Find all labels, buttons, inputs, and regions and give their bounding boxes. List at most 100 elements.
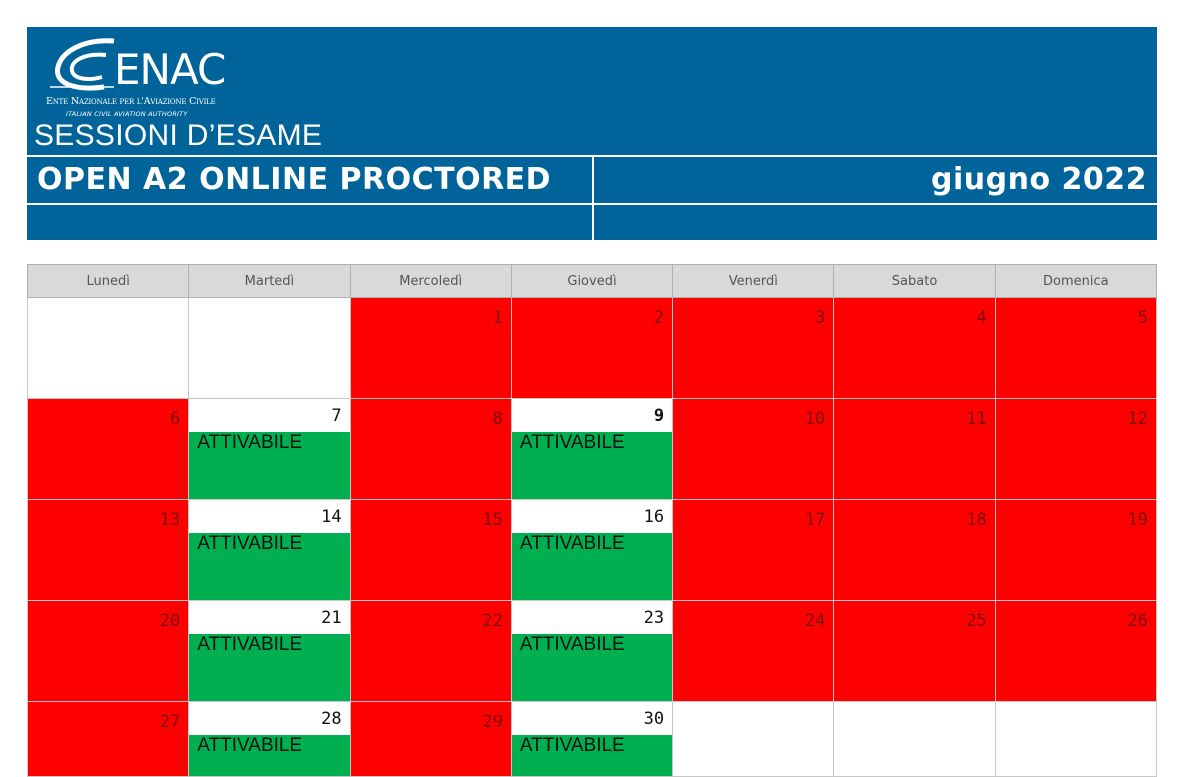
day-number: 17	[804, 510, 826, 530]
calendar-day-unavailable: 20	[26, 600, 190, 702]
calendar-day-unavailable: 13	[26, 499, 190, 601]
calendar-day-unavailable: 12	[994, 398, 1158, 500]
calendar-day-available[interactable]: 30 ATTIVABILE	[510, 701, 674, 777]
availability-label: ATTIVABILE	[519, 634, 625, 655]
day-number-band	[189, 399, 350, 432]
calendar-week-row: 6 7 ATTIVABILE 8 9 ATTIVABILE 10 11 12	[26, 398, 1158, 500]
header-title-row: OPEN A2 ONLINE PROCTORED giugno 2022	[27, 155, 1157, 205]
availability-label: ATTIVABILE	[519, 432, 625, 453]
day-number: 18	[966, 510, 987, 530]
day-number-band	[189, 500, 350, 533]
header-divider	[592, 157, 594, 203]
day-number: 7	[331, 406, 342, 426]
availability-band	[189, 735, 350, 776]
day-number: 22	[482, 611, 503, 631]
month-label: giugno 2022	[931, 162, 1147, 197]
day-number: 3	[815, 308, 826, 328]
calendar-cell-empty	[672, 701, 835, 777]
logo-wordmark: ENAC	[114, 45, 226, 94]
day-number: 15	[482, 510, 503, 530]
day-number: 21	[321, 608, 342, 628]
calendar-day-unavailable: 22	[349, 600, 512, 702]
day-number-band	[511, 702, 673, 735]
calendar-day-unavailable: 26	[994, 600, 1158, 702]
day-number: 13	[159, 510, 181, 530]
calendar-day-unavailable: 1	[349, 297, 512, 399]
calendar-day-unavailable: 29	[349, 701, 512, 777]
calendar-cell-empty	[833, 701, 996, 777]
day-number-band	[189, 601, 350, 634]
header-blank-row	[27, 205, 1157, 242]
availability-band	[511, 533, 673, 600]
day-number: 28	[321, 709, 342, 729]
calendar-week-row: 13 14 ATTIVABILE 15 16 ATTIVABILE 17 18 19	[26, 499, 1158, 601]
day-number: 8	[492, 409, 503, 429]
calendar-cell-empty	[994, 701, 1158, 777]
day-number: 16	[643, 507, 665, 527]
availability-band	[189, 432, 350, 499]
calendar-week-row: 27 28 ATTIVABILE 29 30 ATTIVABILE	[26, 701, 1158, 777]
day-number: 14	[321, 507, 342, 527]
calendar-day-unavailable: 24	[672, 600, 835, 702]
day-number: 23	[643, 608, 665, 628]
availability-label: ATTIVABILE	[519, 735, 625, 756]
day-number: 24	[804, 611, 826, 631]
calendar-day-available[interactable]: 9 ATTIVABILE	[510, 398, 674, 500]
calendar-day-available[interactable]: 7 ATTIVABILE	[188, 398, 351, 500]
calendar-day-available[interactable]: 14 ATTIVABILE	[188, 499, 351, 601]
availability-band	[511, 432, 673, 499]
page-header: ENAC Ente Nazionale per l'Aviazione Civi…	[27, 27, 1157, 242]
weekday-header: Domenica	[994, 264, 1158, 298]
day-number: 29	[482, 712, 503, 732]
calendar-day-unavailable: 8	[349, 398, 512, 500]
availability-label: ATTIVABILE	[197, 432, 303, 453]
calendar-day-unavailable: 15	[349, 499, 512, 601]
day-number: 30	[643, 709, 665, 729]
calendar-day-unavailable: 3	[672, 297, 835, 399]
availability-band	[511, 735, 673, 776]
weekday-header: Martedì	[188, 264, 351, 298]
header-divider	[592, 205, 594, 240]
enac-logo: ENAC Ente Nazionale per l'Aviazione Civi…	[44, 29, 244, 121]
weekday-header: Giovedì	[510, 264, 674, 298]
enac-logo-icon	[50, 38, 115, 91]
calendar-day-unavailable: 19	[994, 499, 1158, 601]
day-number-band	[511, 500, 673, 533]
availability-label: ATTIVABILE	[197, 735, 303, 756]
calendar-week-row: 20 21 ATTIVABILE 22 23 ATTIVABILE 24 25 26	[26, 600, 1158, 702]
calendar-day-available[interactable]: 23 ATTIVABILE	[510, 600, 674, 702]
availability-label: ATTIVABILE	[197, 533, 303, 554]
calendar-grid: Lunedì Martedì Mercoledì Giovedì Venerdì Saba…	[26, 264, 1158, 777]
calendar-day-available[interactable]: 21 ATTIVABILE	[188, 600, 351, 702]
day-number: 11	[966, 409, 987, 429]
calendar-day-unavailable: 6	[26, 398, 190, 500]
logo-subtitle-italian: Ente Nazionale per l'Aviazione Civile	[46, 96, 216, 107]
day-number-band	[189, 702, 350, 735]
day-number: 4	[976, 308, 987, 328]
weekday-header-row: Lunedì Martedì Mercoledì Giovedì Venerdì Saba…	[26, 264, 1158, 298]
day-number: 10	[804, 409, 826, 429]
day-number-band	[511, 399, 673, 432]
day-number-band	[511, 601, 673, 634]
calendar-day-unavailable: 25	[833, 600, 996, 702]
day-number: 27	[159, 712, 181, 732]
calendar-day-available[interactable]: 28 ATTIVABILE	[188, 701, 351, 777]
day-number: 19	[1127, 510, 1148, 530]
calendar-day-unavailable: 4	[833, 297, 996, 399]
calendar-week-row: 1 2 3 4 5	[26, 297, 1158, 399]
day-number: 12	[1127, 409, 1148, 429]
availability-band	[511, 634, 673, 701]
weekday-header: Mercoledì	[349, 264, 512, 298]
availability-band	[189, 533, 350, 600]
day-number: 2	[653, 308, 665, 328]
calendar-day-unavailable: 27	[26, 701, 190, 777]
day-number: 26	[1127, 611, 1148, 631]
day-number: 5	[1137, 308, 1148, 328]
day-number: 6	[170, 409, 181, 429]
calendar-day-available[interactable]: 16 ATTIVABILE	[510, 499, 674, 601]
calendar-cell-empty	[26, 297, 190, 399]
calendar-cell-empty	[188, 297, 351, 399]
calendar-day-unavailable: 5	[994, 297, 1158, 399]
logo-subtitle-english: ITALIAN CIVIL AVIATION AUTHORITY	[66, 110, 188, 118]
day-number: 9	[653, 406, 665, 426]
